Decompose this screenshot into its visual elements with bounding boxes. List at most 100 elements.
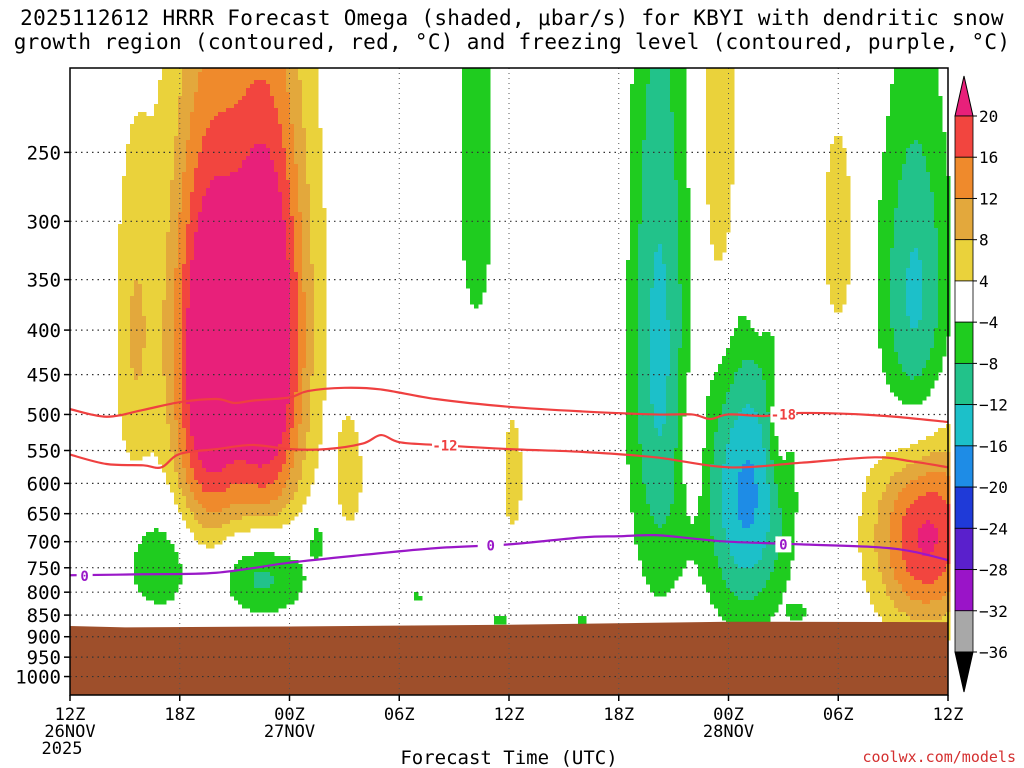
omega-cell (282, 116, 287, 121)
omega-cell (246, 192, 251, 197)
omega-cell (186, 124, 191, 129)
omega-cell (254, 332, 259, 337)
omega-cell (122, 284, 127, 289)
omega-cell (182, 496, 187, 501)
omega-cell (122, 292, 127, 297)
omega-cell (190, 136, 195, 141)
omega-cell (278, 564, 283, 569)
omega-cell (206, 212, 211, 217)
omega-cell (270, 84, 275, 89)
omega-cell (230, 352, 235, 357)
omega-cell (126, 288, 131, 293)
omega-cell (126, 204, 131, 209)
omega-cell (262, 456, 267, 461)
omega-cell (162, 120, 167, 125)
omega-cell (154, 208, 159, 213)
omega-cell (194, 476, 199, 481)
omega-cell (262, 128, 267, 133)
omega-cell (290, 248, 295, 253)
omega-cell (214, 84, 219, 89)
omega-cell (270, 508, 275, 513)
omega-cell (190, 336, 195, 341)
omega-cell (126, 304, 131, 309)
omega-cell (198, 504, 203, 509)
omega-cell (194, 104, 199, 109)
omega-cell (198, 320, 203, 325)
omega-cell (166, 144, 171, 149)
omega-cell (190, 368, 195, 373)
omega-cell (270, 328, 275, 333)
omega-cell (262, 132, 267, 137)
omega-cell (186, 280, 191, 285)
omega-cell (226, 480, 231, 485)
omega-cell (230, 376, 235, 381)
omega-cell (274, 576, 279, 581)
omega-cell (270, 88, 275, 93)
omega-cell (282, 428, 287, 433)
omega-cell (258, 604, 263, 609)
omega-cell (230, 584, 235, 589)
omega-cell (266, 268, 271, 273)
omega-cell (238, 212, 243, 217)
omega-cell (210, 140, 215, 145)
omega-cell (242, 256, 247, 261)
omega-cell (234, 72, 239, 77)
omega-cell (158, 340, 163, 345)
omega-cell (258, 496, 263, 501)
omega-cell (234, 112, 239, 117)
omega-cell (122, 424, 127, 429)
omega-cell (238, 248, 243, 253)
omega-cell (162, 576, 167, 581)
omega-cell (138, 204, 143, 209)
omega-cell (158, 532, 163, 537)
omega-cell (258, 308, 263, 313)
omega-cell (170, 464, 175, 469)
omega-cell (250, 368, 255, 373)
omega-cell (142, 380, 147, 385)
omega-cell (198, 380, 203, 385)
omega-cell (250, 492, 255, 497)
omega-cell (130, 236, 135, 241)
omega-cell (262, 160, 267, 165)
omega-cell (166, 212, 171, 217)
omega-cell (250, 452, 255, 457)
omega-cell (166, 552, 171, 557)
omega-cell (270, 176, 275, 181)
omega-cell (142, 232, 147, 237)
omega-cell (234, 344, 239, 349)
omega-cell (214, 108, 219, 113)
omega-cell (282, 576, 287, 581)
omega-cell (270, 556, 275, 561)
omega-cell (154, 292, 159, 297)
omega-cell (282, 228, 287, 233)
omega-cell (226, 292, 231, 297)
omega-cell (214, 460, 219, 465)
omega-cell (222, 140, 227, 145)
omega-cell (178, 580, 183, 585)
omega-cell (170, 148, 175, 153)
omega-cell (230, 448, 235, 453)
omega-cell (242, 372, 247, 377)
omega-cell (242, 588, 247, 593)
omega-cell (238, 576, 243, 581)
omega-cell (206, 264, 211, 269)
omega-cell (194, 532, 199, 537)
omega-cell (158, 560, 163, 565)
omega-cell (162, 440, 167, 445)
omega-cell (202, 196, 207, 201)
omega-cell (138, 432, 143, 437)
omega-cell (246, 436, 251, 441)
omega-cell (174, 268, 179, 273)
omega-cell (162, 592, 167, 597)
omega-cell (210, 508, 215, 513)
omega-cell (214, 236, 219, 241)
omega-cell (218, 128, 223, 133)
omega-cell (262, 220, 267, 225)
omega-cell (238, 500, 243, 505)
omega-cell (226, 504, 231, 509)
omega-cell (234, 200, 239, 205)
omega-cell (158, 116, 163, 121)
omega-cell (262, 244, 267, 249)
omega-cell (266, 80, 271, 85)
omega-cell (286, 268, 291, 273)
